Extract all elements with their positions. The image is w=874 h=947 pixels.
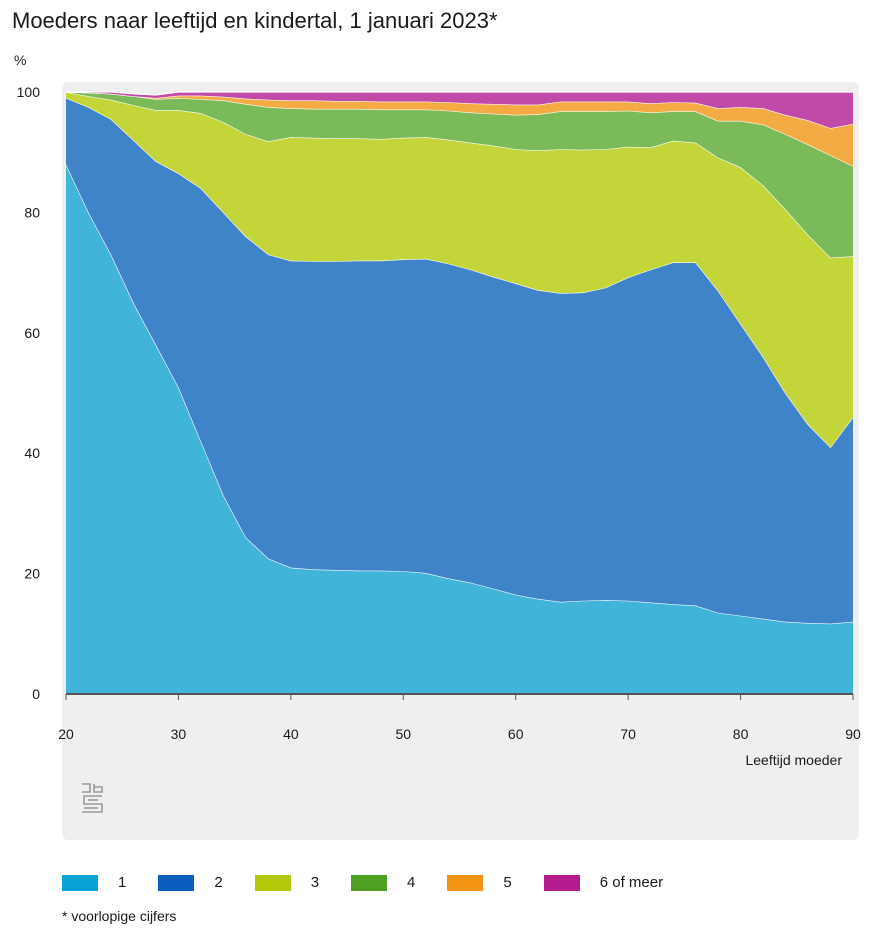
chart-legend: 1 2 3 4 5 6 of meer [62, 874, 695, 891]
x-tick-label: 30 [171, 726, 187, 742]
cbs-logo-icon [82, 783, 103, 813]
legend-label: 6 of meer [599, 874, 664, 891]
chart-areas [65, 91, 854, 694]
legend-label: 3 [310, 874, 320, 891]
area-series-1 [66, 164, 853, 694]
legend-item-3: 3 [254, 874, 320, 891]
legend-swatch [351, 874, 388, 891]
area-series-2 [66, 98, 853, 624]
y-tick-label: 40 [24, 445, 40, 461]
legend-item-6: 6 of meer [543, 874, 664, 891]
x-tick-label: 70 [620, 726, 636, 742]
legend-label: 2 [214, 874, 223, 891]
y-tick-label: 20 [24, 566, 40, 582]
legend-swatch [447, 874, 484, 891]
chart-title: Moeders naar leeftijd en kindertal, 1 ja… [12, 8, 498, 33]
y-tick-label: 80 [24, 204, 40, 220]
legend-swatch [254, 874, 291, 891]
x-tick-label: 20 [58, 726, 74, 742]
legend-item-1: 1 [62, 874, 126, 891]
x-tick-label: 80 [733, 726, 749, 742]
area-series-4 [66, 92, 853, 258]
y-axis-ticks: 0 20 40 60 80 100 [17, 84, 41, 702]
y-axis-unit-label: % [14, 52, 27, 68]
legend-swatch [62, 874, 98, 891]
stacked-area-chart: 0 20 40 60 80 100 20 30 40 50 60 70 80 90 Leeftijd m… [17, 84, 861, 768]
legend-swatch [543, 874, 580, 891]
legend-label: 4 [407, 874, 416, 891]
footnote: * voorlopige cijfers [62, 908, 177, 924]
legend-item-4: 4 [351, 874, 415, 891]
y-tick-label: 60 [24, 325, 40, 341]
legend-swatch [158, 874, 195, 891]
x-tick-label: 40 [283, 726, 299, 742]
x-tick-label: 50 [395, 726, 411, 742]
legend-item-2: 2 [158, 874, 223, 891]
x-tick-label: 90 [845, 726, 861, 742]
area-series-3 [66, 92, 853, 448]
x-axis-ticks: 20 30 40 50 60 70 80 90 [58, 694, 861, 742]
legend-label: 1 [118, 874, 127, 891]
legend-item-5: 5 [447, 874, 512, 891]
legend-label: 5 [503, 874, 512, 891]
y-tick-label: 100 [17, 84, 41, 100]
x-axis-label: Leeftijd moeder [745, 752, 842, 768]
area-series-5 [66, 92, 853, 166]
area-edge-6 [66, 91, 853, 96]
x-tick-label: 60 [508, 726, 524, 742]
y-tick-label: 0 [32, 686, 40, 702]
area-series-6 [66, 92, 853, 129]
